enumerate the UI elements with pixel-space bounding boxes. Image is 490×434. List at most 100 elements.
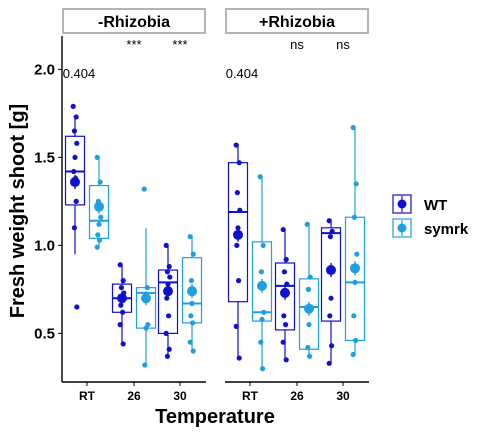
data-point	[71, 128, 77, 134]
significance-label: ns	[290, 37, 304, 52]
data-point	[118, 285, 124, 291]
box	[344, 216, 366, 342]
data-point	[352, 279, 358, 285]
x-tick-label: 30	[336, 389, 350, 403]
x-tick-label: 30	[173, 389, 187, 403]
mean-point	[233, 229, 243, 240]
data-point	[167, 274, 173, 280]
data-point	[143, 325, 149, 331]
mean-point	[257, 280, 267, 291]
data-point	[94, 244, 100, 250]
data-point	[281, 269, 287, 275]
x-tick-label: RT	[242, 389, 259, 403]
mean-point	[141, 293, 151, 304]
significance-label: ***	[172, 37, 187, 52]
x-ticks: RT 26 30 RT 26 30	[79, 382, 350, 403]
data-point	[233, 142, 239, 148]
data-point	[74, 140, 80, 146]
data-point	[281, 313, 287, 319]
box	[157, 269, 179, 335]
data-point	[166, 313, 172, 319]
data-point	[351, 214, 357, 220]
data-point	[305, 286, 311, 292]
facet-label-right: +Rhizobia	[259, 14, 335, 31]
pvalue-label-left: 0.404	[63, 66, 96, 81]
data-point	[190, 320, 196, 326]
data-point	[280, 339, 286, 345]
legend-label-symrk: symrk	[424, 221, 469, 238]
data-point	[260, 242, 266, 248]
y-axis-title: Fresh weight shoot [g]	[7, 104, 29, 318]
data-point	[351, 313, 357, 319]
mean-point	[304, 303, 314, 314]
mean-point	[326, 265, 336, 276]
data-point	[329, 343, 335, 349]
y-tick-label: 0.5	[34, 325, 55, 342]
pvalue-label-right: 0.404	[226, 66, 259, 81]
data-point	[234, 242, 240, 248]
data-point	[190, 251, 196, 257]
y-ticks: 2.0 1.5 1.0 0.5	[34, 61, 62, 342]
mean-point	[280, 287, 290, 298]
x-tick-label: RT	[79, 389, 96, 403]
data-point	[166, 263, 172, 270]
data-point	[258, 339, 264, 345]
data-point	[163, 330, 169, 336]
data-point	[71, 225, 77, 231]
data-point	[187, 234, 193, 240]
x-tick-label: 26	[127, 389, 141, 403]
mean-point	[94, 201, 104, 212]
y-tick-label: 1.5	[34, 149, 55, 166]
data-point	[350, 124, 356, 131]
data-point	[233, 323, 239, 329]
data-point	[237, 207, 243, 213]
data-point	[144, 285, 150, 291]
data-point	[98, 214, 104, 220]
data-point	[236, 355, 242, 361]
data-point	[72, 154, 78, 160]
data-point	[73, 114, 79, 120]
data-point	[235, 225, 241, 231]
mean-point	[350, 263, 360, 274]
legend: WT symrk	[392, 194, 469, 238]
data-point	[187, 339, 193, 345]
mean-point	[70, 177, 80, 188]
data-point	[97, 179, 103, 185]
significance-label: ns	[336, 37, 350, 52]
data-point	[163, 242, 169, 248]
facet-strip-right: +Rhizobia	[225, 8, 369, 34]
legend-key-symrk	[392, 218, 412, 238]
data-point	[94, 154, 100, 160]
data-point	[189, 300, 195, 307]
mean-point	[187, 286, 197, 297]
data-point	[164, 269, 170, 275]
data-point	[95, 232, 101, 238]
x-tick-label: 26	[290, 389, 304, 403]
facet-label-left: -Rhizobia	[98, 14, 170, 31]
data-point	[353, 337, 359, 344]
mean-point	[163, 286, 173, 297]
data-point	[73, 198, 79, 204]
data-point	[327, 313, 333, 319]
data-point	[326, 360, 332, 366]
box	[320, 227, 342, 322]
data-point	[120, 341, 126, 347]
data-point	[329, 228, 335, 234]
data-point	[284, 281, 290, 287]
data-point	[283, 322, 289, 328]
x-axis-title: Temperature	[155, 406, 275, 428]
data-point	[70, 103, 76, 109]
data-point	[236, 278, 242, 284]
data-point	[260, 366, 266, 372]
mean-point	[117, 293, 127, 304]
data-point	[306, 322, 312, 328]
data-point	[117, 322, 123, 328]
data-point	[120, 278, 126, 284]
data-point	[188, 313, 194, 319]
data-point	[307, 274, 313, 280]
data-point	[350, 351, 356, 358]
data-point	[259, 316, 265, 322]
data-point	[120, 309, 126, 315]
data-point	[166, 346, 172, 352]
